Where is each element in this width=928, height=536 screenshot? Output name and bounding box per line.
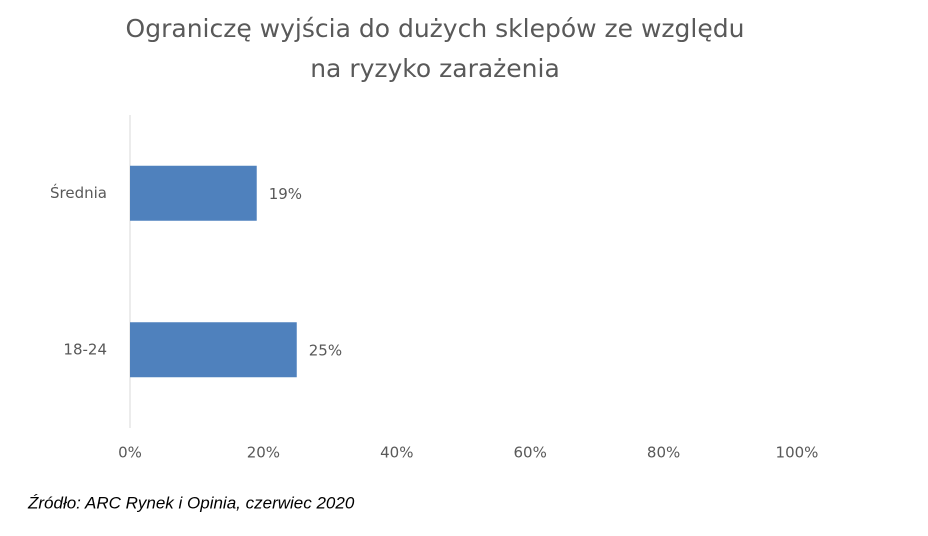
bar [130, 165, 257, 221]
bar [130, 322, 297, 378]
x-tick-label: 60% [514, 444, 547, 462]
x-tick-label: 0% [118, 444, 142, 462]
y-tick-label: Średnia [50, 183, 107, 202]
chart-title: Ograniczę wyjścia do dużych sklepów ze w… [126, 14, 745, 43]
chart-title: na ryzyko zarażenia [310, 54, 560, 83]
x-tick-label: 80% [647, 444, 680, 462]
x-tick-label: 20% [247, 444, 280, 462]
value-label: 19% [269, 185, 302, 203]
x-tick-label: 40% [380, 444, 413, 462]
x-tick-label: 100% [776, 444, 819, 462]
y-tick-label: 18-24 [63, 340, 107, 358]
source-note: Źródło: ARC Rynek i Opinia, czerwiec 202… [27, 493, 355, 512]
value-label: 25% [309, 341, 342, 359]
